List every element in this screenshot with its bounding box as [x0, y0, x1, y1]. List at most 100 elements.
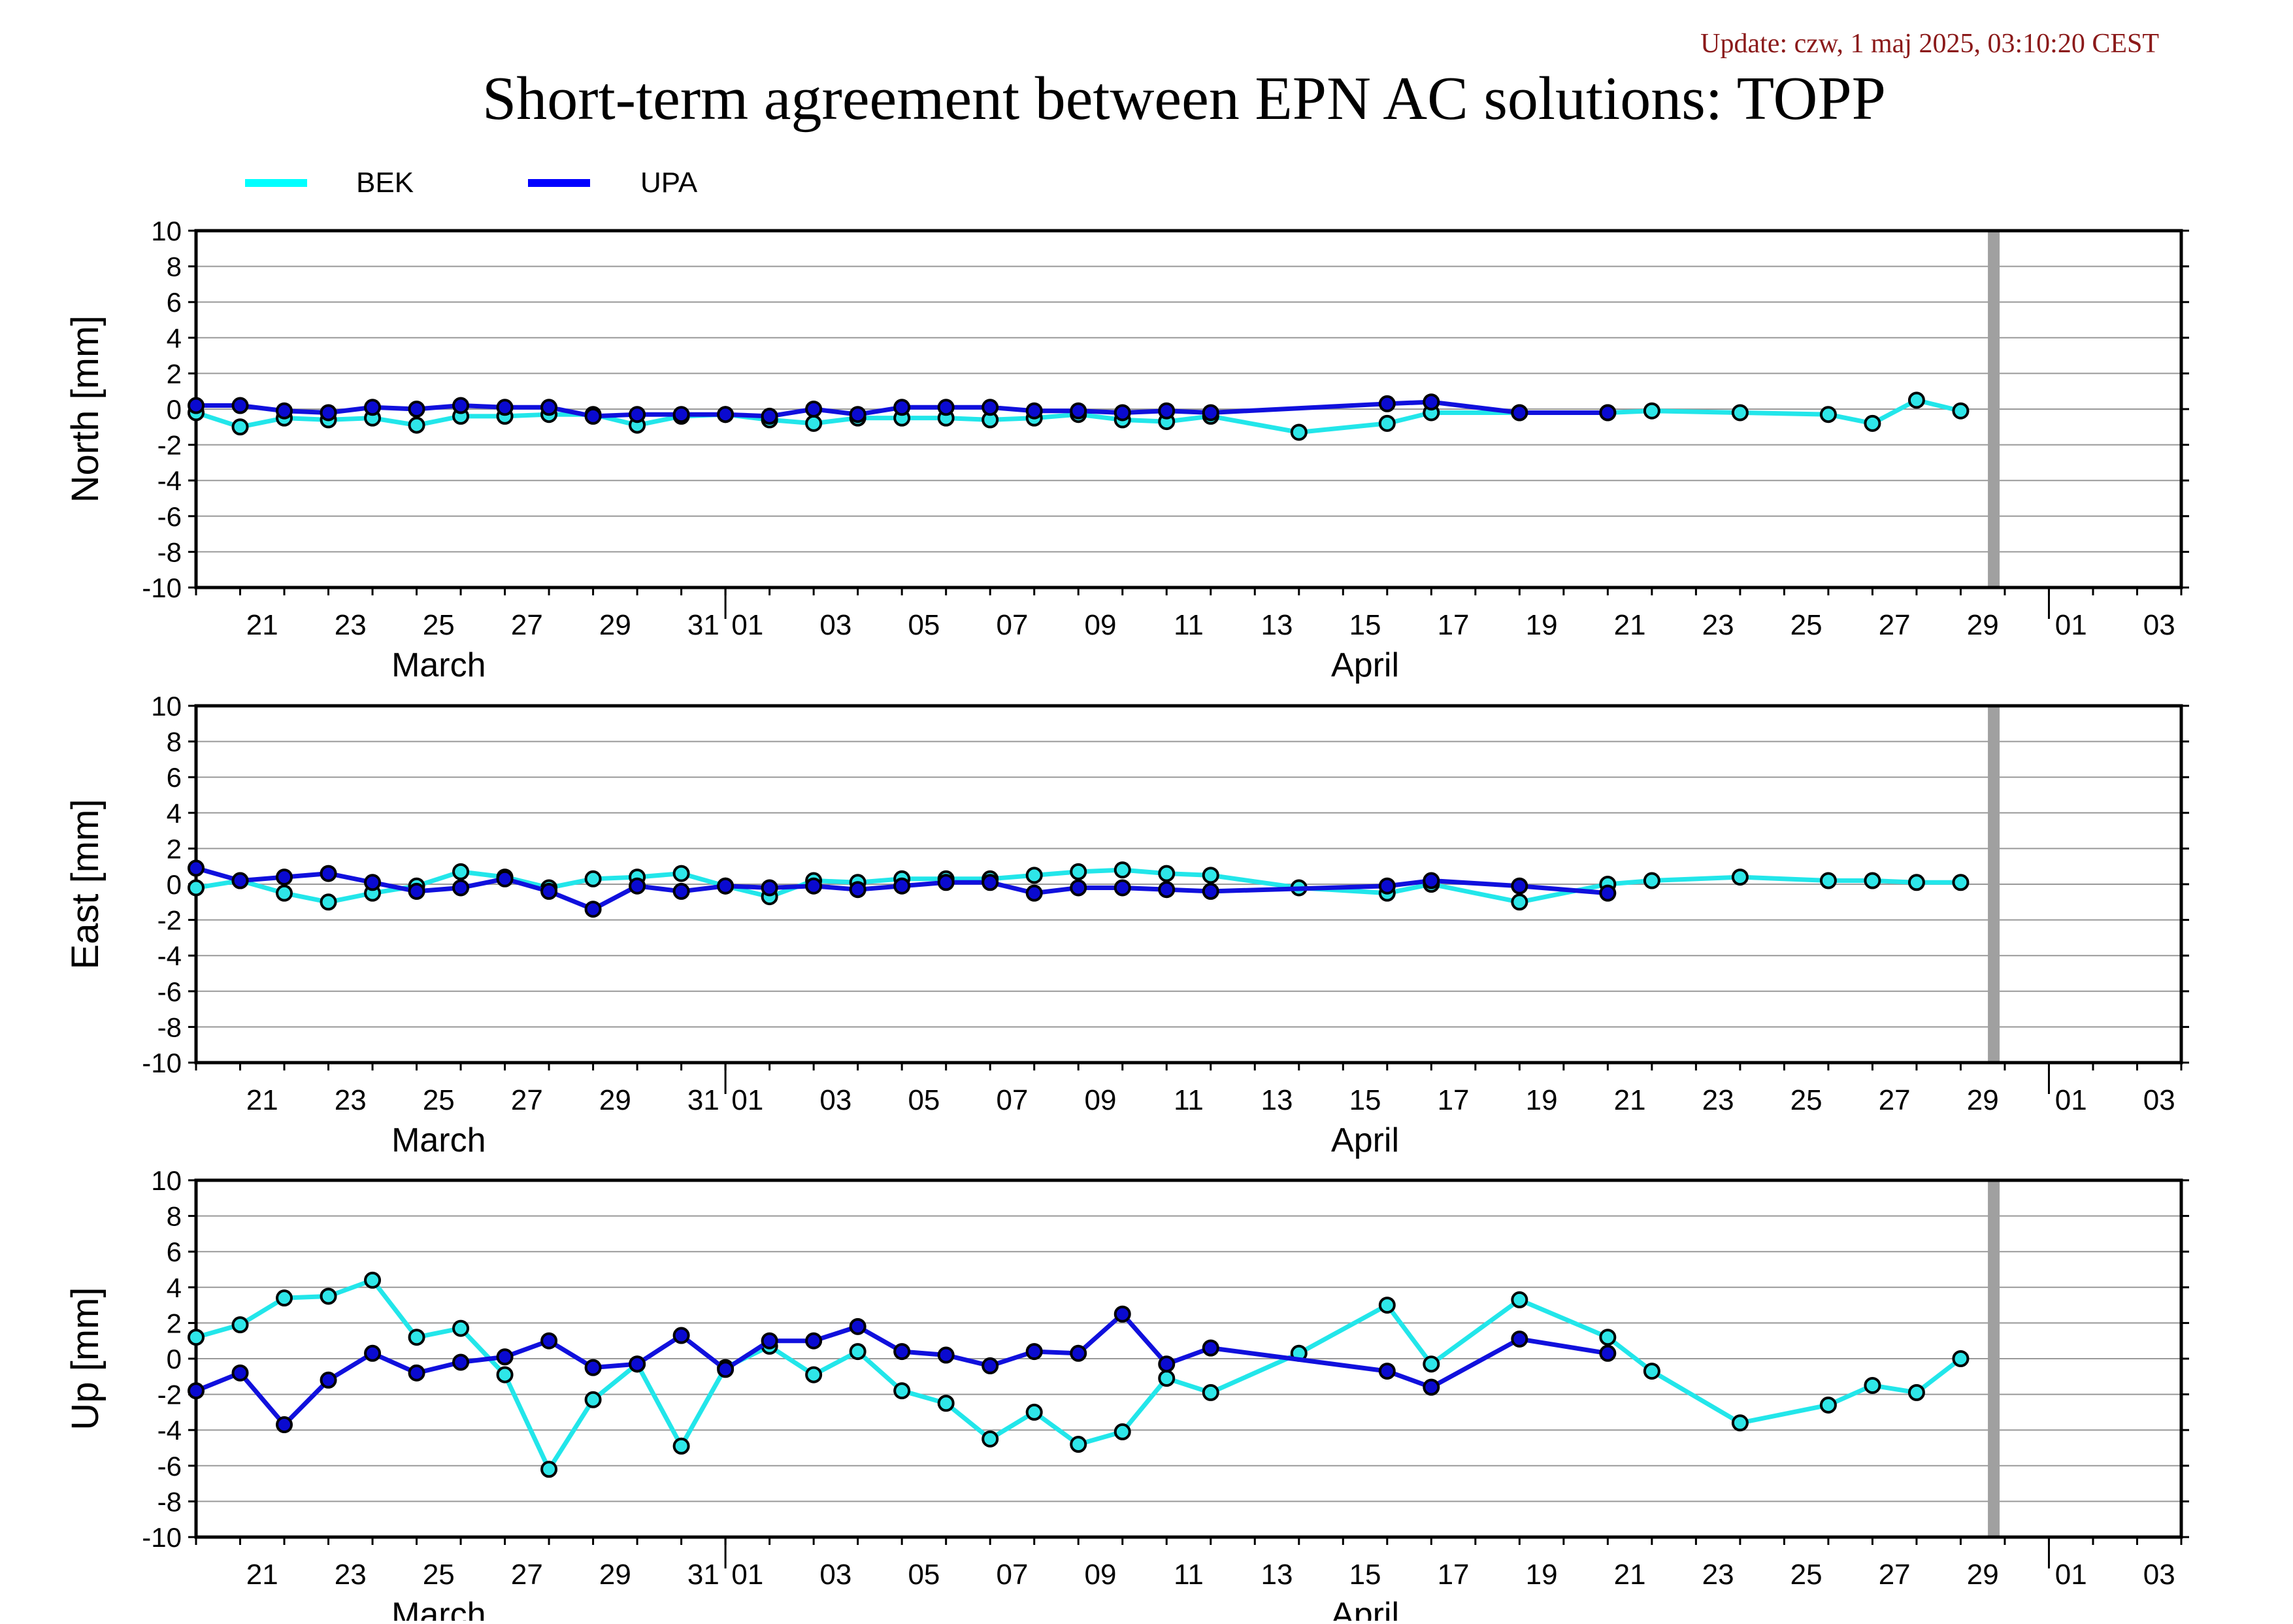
x-tick-label: 27: [511, 609, 543, 641]
data-point-upa: [629, 877, 646, 895]
data-point-bek: [452, 1319, 470, 1337]
x-tick-label: 21: [246, 1559, 278, 1591]
data-point-bek: [1643, 1363, 1660, 1380]
data-point-bek: [805, 414, 823, 432]
data-point-upa: [629, 406, 646, 423]
data-point-bek: [1864, 872, 1881, 889]
y-tick-label: -6: [157, 1451, 182, 1482]
data-point-bek: [1731, 869, 1749, 886]
x-tick-label: 21: [1614, 1559, 1646, 1591]
data-point-upa: [276, 402, 293, 420]
data-point-upa: [1423, 872, 1440, 889]
x-tick-label: 29: [599, 609, 631, 641]
data-point-bek: [1511, 1291, 1528, 1308]
data-point-upa: [672, 882, 690, 900]
x-tick-label: 29: [599, 1559, 631, 1591]
data-point-upa: [1599, 1344, 1617, 1362]
x-tick-label: 25: [1790, 609, 1823, 641]
data-point-bek: [584, 1391, 602, 1408]
x-tick-label: 17: [1438, 1559, 1470, 1591]
data-point-upa: [1070, 879, 1087, 897]
data-point-upa: [982, 874, 999, 891]
data-point-upa: [1202, 1339, 1219, 1357]
data-point-upa: [1202, 404, 1219, 422]
x-tick-label: 19: [1526, 1559, 1558, 1591]
x-tick-label: 03: [2143, 609, 2175, 641]
y-tick-label: -10: [142, 1522, 182, 1553]
x-tick-label: 23: [1702, 1084, 1734, 1116]
data-point-upa: [805, 877, 823, 895]
data-point-upa: [805, 1332, 823, 1350]
y-tick-label: 6: [167, 287, 182, 318]
x-tick-label: 27: [1879, 1559, 1911, 1591]
data-point-bek: [1158, 865, 1176, 882]
data-point-upa: [231, 872, 249, 889]
data-point-upa: [893, 1343, 911, 1361]
data-point-bek: [231, 418, 249, 436]
y-axis-label: North [mm]: [64, 316, 107, 503]
data-point-bek: [452, 863, 470, 880]
data-point-upa: [364, 1344, 382, 1362]
y-tick-label: 4: [167, 1272, 182, 1303]
y-tick-label: -6: [157, 976, 182, 1007]
x-tick-label: 23: [335, 609, 367, 641]
data-point-upa: [849, 406, 866, 423]
data-point-upa: [1511, 877, 1528, 895]
data-point-bek: [188, 1329, 205, 1346]
x-tick-label: 15: [1349, 609, 1381, 641]
x-tick-label: 07: [996, 1559, 1028, 1591]
data-point-upa: [761, 1332, 778, 1350]
x-tick-label: 01: [2055, 609, 2087, 641]
x-tick-label: 09: [1085, 1559, 1117, 1591]
data-point-upa: [1599, 404, 1617, 422]
data-point-bek: [1731, 404, 1749, 422]
panel-up: 10 8 6 4 2 0 -2 -4 -6 -8 -10 21 23 25 27 29 31 01 03 05 07 09…: [64, 1165, 2189, 1624]
data-point-bek: [364, 1271, 382, 1289]
x-tick-label: 19: [1526, 1084, 1558, 1116]
data-point-upa: [805, 401, 823, 418]
x-tick-label: 29: [1967, 1559, 1999, 1591]
x-tick-label: 27: [511, 1559, 543, 1591]
y-tick-label: 2: [167, 1308, 182, 1338]
data-point-upa: [937, 1346, 955, 1364]
data-point-bek: [408, 1329, 425, 1346]
x-tick-label: 13: [1261, 1559, 1293, 1591]
x-tick-label: 29: [599, 1084, 631, 1116]
x-tick-label: 27: [1879, 609, 1911, 641]
legend-label-bek: BEK: [356, 167, 414, 199]
data-point-bek: [231, 1316, 249, 1334]
data-point-bek: [276, 884, 293, 902]
data-point-bek: [1864, 414, 1881, 432]
data-point-bek: [1025, 867, 1043, 884]
data-point-upa: [1158, 881, 1176, 899]
x-tick-label: 19: [1526, 609, 1558, 641]
data-point-bek: [805, 1366, 823, 1384]
x-tick-label: 05: [908, 1084, 940, 1116]
data-point-bek: [1290, 423, 1308, 441]
data-point-upa: [320, 404, 337, 422]
data-point-bek: [1819, 1396, 1837, 1414]
data-point-bek: [672, 1437, 690, 1455]
x-tick-label: 03: [819, 1084, 851, 1116]
data-point-upa: [540, 399, 558, 416]
current-date-marker: [1988, 1180, 2000, 1537]
x-tick-label: 11: [1174, 1084, 1204, 1116]
panel-east: 10 8 6 4 2 0 -2 -4 -6 -8 -10 21 23 25 27 29 31 01 03 05 07 09…: [64, 691, 2189, 1159]
x-tick-label: 01: [2055, 1084, 2087, 1116]
data-point-upa: [1378, 877, 1396, 895]
y-tick-label: 0: [167, 869, 182, 900]
x-tick-label: 17: [1438, 609, 1470, 641]
data-point-bek: [1907, 391, 1925, 409]
x-tick-label: 05: [908, 609, 940, 641]
x-tick-label: 25: [1790, 1559, 1823, 1591]
y-tick-label: 6: [167, 762, 182, 793]
x-tick-label: 11: [1174, 1559, 1204, 1591]
y-tick-label: -10: [142, 572, 182, 603]
y-tick-label: 10: [151, 1165, 182, 1196]
data-point-upa: [364, 399, 382, 416]
data-point-upa: [1378, 395, 1396, 412]
data-point-bek: [1070, 1436, 1087, 1453]
y-tick-label: 2: [167, 358, 182, 389]
y-tick-label: -10: [142, 1048, 182, 1078]
